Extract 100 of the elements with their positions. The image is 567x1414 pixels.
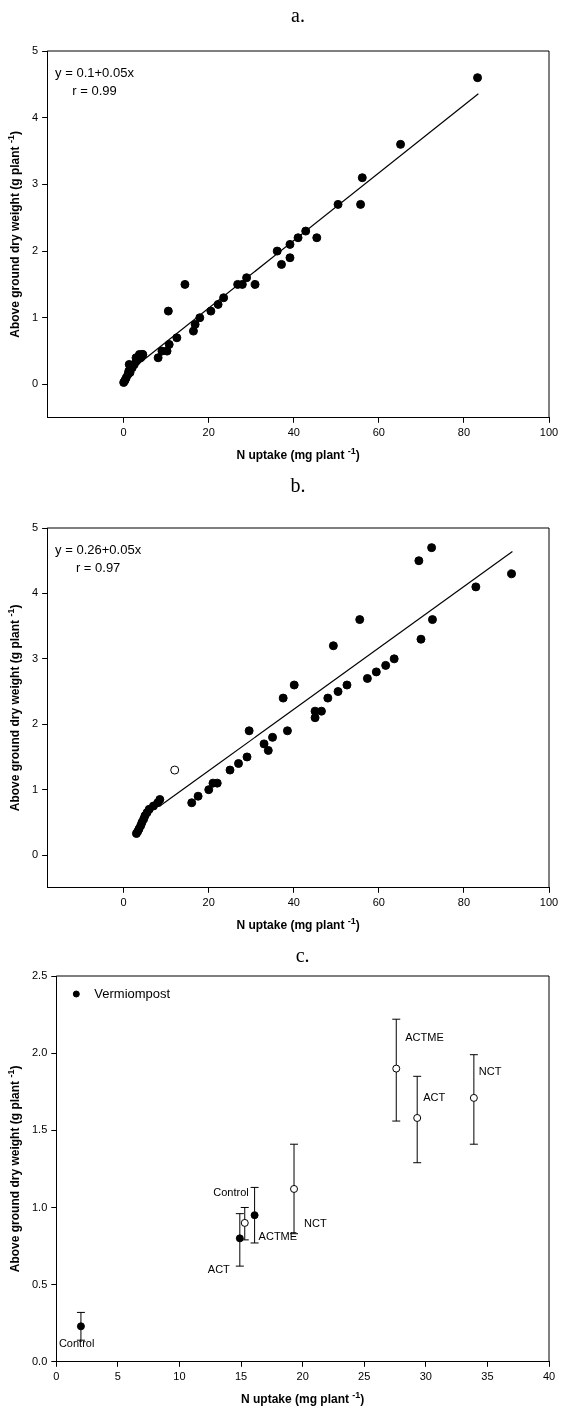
y-tick-label: 0 [31, 377, 39, 390]
point [170, 765, 180, 775]
point [381, 660, 391, 670]
point [190, 319, 200, 329]
y-tick-label: 1 [31, 782, 39, 795]
y-axis-title: Above ground dry weight (g plant -1) [5, 131, 23, 338]
point [289, 680, 299, 690]
y-tick-label: 3 [31, 651, 39, 664]
point [278, 693, 288, 703]
point [244, 726, 254, 736]
y-axis-title: Above ground dry weight (g plant -1) [5, 604, 23, 812]
point [312, 233, 322, 243]
point [427, 615, 437, 625]
annotation: ACTME [258, 1230, 298, 1243]
y-tick-label: 1.0 [31, 1200, 48, 1213]
point [414, 556, 424, 566]
x-tick-label: 60 [372, 896, 385, 909]
point [155, 794, 165, 804]
annotation: NCT [304, 1216, 327, 1229]
point [153, 353, 163, 363]
x-tick-label: 40 [287, 896, 300, 909]
chart-title: b. [290, 474, 306, 497]
point [342, 680, 352, 690]
x-tick-label: 80 [457, 426, 471, 439]
point [328, 641, 338, 651]
x-tick-label: 20 [202, 896, 215, 909]
point [285, 253, 295, 263]
x-tick-label: 100 [539, 426, 559, 439]
annotation: ACTME [405, 1030, 444, 1043]
point [193, 791, 203, 801]
y-tick-label: 0.5 [31, 1277, 48, 1290]
annotation: r = 0.99 [72, 82, 117, 98]
annotation: y = 0.1+0.05x [55, 64, 135, 80]
annotation: ACT [423, 1091, 446, 1104]
point [389, 654, 399, 664]
y-tick-label: 5 [31, 44, 39, 57]
x-tick-label: 40 [287, 426, 300, 439]
x-tick-label: 15 [234, 1370, 248, 1383]
point [282, 726, 292, 736]
y-tick-label: 1 [31, 310, 39, 323]
x-tick-label: 0 [120, 896, 127, 909]
x-tick-label: 20 [296, 1370, 309, 1383]
y-tick-label: 1.5 [31, 1123, 48, 1136]
y-axis-title: Above ground dry weight (g plant -1) [5, 1065, 23, 1273]
chart-title: a. [291, 4, 306, 27]
annotation: r = 0.97 [75, 559, 121, 575]
point [362, 673, 372, 683]
x-tick-label: 25 [358, 1370, 371, 1383]
annotation: ACT [207, 1263, 231, 1276]
y-tick-label: 5 [31, 521, 39, 534]
point [206, 306, 216, 316]
point [356, 199, 366, 209]
point [225, 765, 235, 775]
point [187, 798, 197, 808]
y-tick-label: 2 [31, 717, 39, 730]
point [242, 273, 252, 283]
point [396, 139, 406, 149]
point [272, 246, 282, 256]
x-tick-label: 5 [114, 1370, 121, 1383]
point [276, 259, 286, 269]
point [163, 306, 173, 316]
point [180, 279, 190, 289]
legend-label: Vermiompost [94, 985, 171, 1001]
point [507, 569, 517, 579]
y-tick-label: 0 [31, 848, 39, 861]
y-tick-label: 2.5 [31, 969, 48, 982]
x-tick-label: 80 [457, 896, 471, 909]
y-tick-label: 3 [31, 177, 39, 190]
point [323, 693, 333, 703]
point [263, 745, 273, 755]
y-tick-label: 2.0 [31, 1046, 48, 1059]
annotation: Control [58, 1337, 95, 1350]
x-tick-label: 40 [542, 1370, 556, 1383]
point [234, 759, 244, 769]
point [371, 667, 381, 677]
annotation: Control [213, 1185, 249, 1198]
point [172, 333, 182, 343]
point [204, 785, 214, 795]
x-tick-label: 0 [120, 426, 127, 439]
point [355, 615, 365, 625]
y-tick-label: 2 [31, 244, 39, 257]
point [285, 239, 295, 249]
point [427, 543, 437, 553]
point [164, 339, 174, 349]
annotation: NCT [478, 1064, 502, 1077]
x-tick-label: 10 [173, 1370, 186, 1383]
point [242, 752, 252, 762]
point [416, 634, 426, 644]
x-tick-label: 35 [481, 1370, 494, 1383]
point [333, 687, 343, 697]
point [310, 713, 320, 723]
point [471, 582, 481, 592]
x-tick-label: 20 [202, 426, 215, 439]
y-tick-label: 0.0 [31, 1354, 48, 1367]
point [195, 313, 205, 323]
point [333, 199, 343, 209]
y-tick-label: 4 [31, 586, 39, 599]
x-tick-label: 60 [372, 426, 385, 439]
point [268, 732, 278, 742]
x-tick-label: 0 [53, 1370, 60, 1383]
